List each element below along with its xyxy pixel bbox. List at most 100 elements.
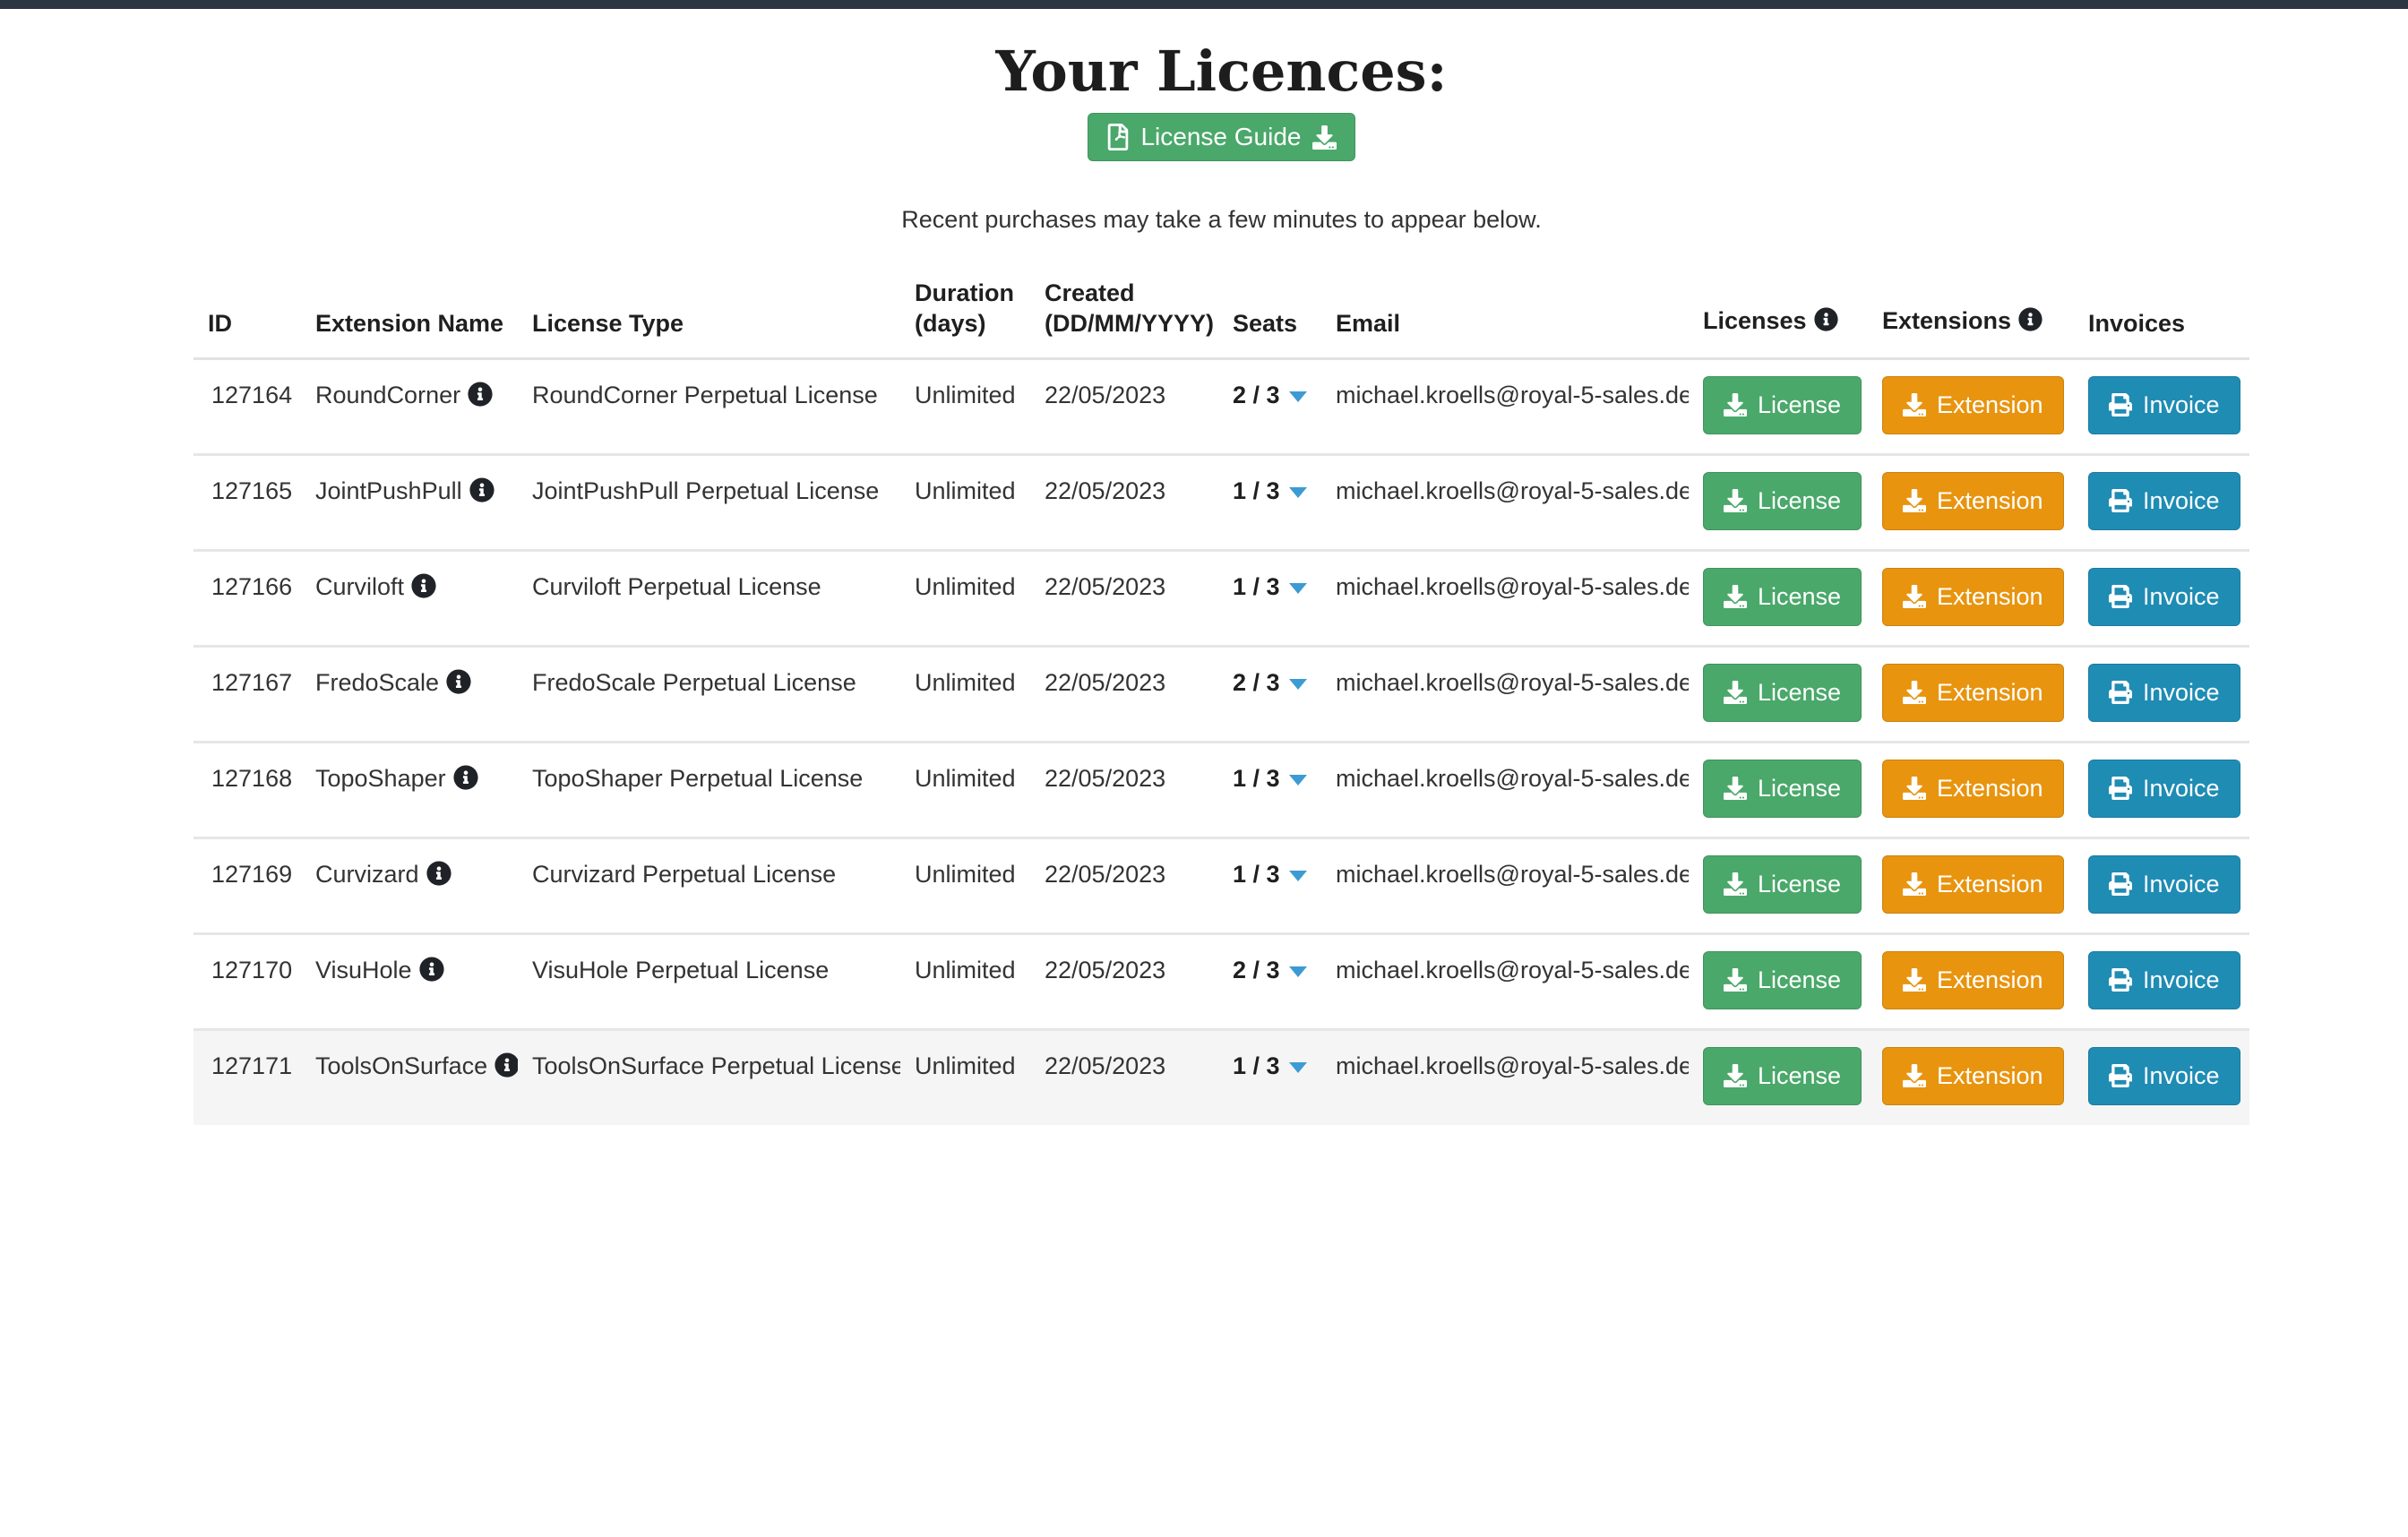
cell-email: michael.kroells@royal-5-sales.de <box>1321 548 1689 647</box>
cell-license-id: 127164 <box>211 381 293 408</box>
download-license-button[interactable]: License <box>1703 854 1862 914</box>
seats-dropdown[interactable]: 1 / 3 <box>1233 861 1307 889</box>
col-header-seats: Seats <box>1218 279 1321 360</box>
cell-extension-name: TopoShaper <box>301 740 518 838</box>
print-invoice-button[interactable]: Invoice <box>2088 854 2240 914</box>
download-license-button[interactable]: License <box>1703 663 1862 722</box>
cell-seats: 1 / 3 <box>1218 452 1321 551</box>
cell-seats: 1 / 3 <box>1218 836 1321 934</box>
download-extension-button[interactable]: Extension <box>1882 663 2064 722</box>
download-extension-button[interactable]: Extension <box>1882 471 2064 530</box>
info-icon[interactable] <box>2018 310 2042 337</box>
print-invoice-button[interactable]: Invoice <box>2088 950 2240 1009</box>
download-extension-button[interactable]: Extension <box>1882 950 2064 1009</box>
seats-dropdown[interactable]: 2 / 3 <box>1233 957 1307 984</box>
seats-dropdown[interactable]: 1 / 3 <box>1233 477 1307 505</box>
seats-dropdown[interactable]: 1 / 3 <box>1233 1052 1307 1080</box>
info-icon[interactable] <box>494 1052 518 1078</box>
invoice-button-label: Invoice <box>2143 1061 2220 1089</box>
caret-down-icon <box>1288 679 1307 691</box>
col-header-id: ID <box>194 279 301 360</box>
cell-email: michael.kroells@royal-5-sales.de <box>1321 1027 1689 1126</box>
seats-dropdown[interactable]: 1 / 3 <box>1233 573 1307 601</box>
cell-extension-name: VisuHole <box>301 932 518 1030</box>
info-icon[interactable] <box>1814 310 1838 337</box>
cell-extension-action: Extension <box>1868 548 2074 647</box>
download-license-button[interactable]: License <box>1703 1046 1862 1105</box>
info-icon[interactable] <box>426 861 452 886</box>
download-license-button[interactable]: License <box>1703 950 1862 1009</box>
cell-extension-action: Extension <box>1868 932 2074 1030</box>
seats-dropdown[interactable]: 2 / 3 <box>1233 669 1307 697</box>
cell-seats: 1 / 3 <box>1218 548 1321 647</box>
caret-down-icon <box>1288 966 1307 978</box>
license-guide-button[interactable]: License Guide <box>1088 113 1355 162</box>
download-extension-button[interactable]: Extension <box>1882 759 2064 818</box>
cell-license-type: FredoScale Perpetual License <box>518 644 900 743</box>
licenses-table: ID Extension Name License Type Duration(… <box>194 279 2249 1126</box>
cell-email: michael.kroells@royal-5-sales.de <box>1321 836 1689 934</box>
license-button-label: License <box>1758 1061 1842 1089</box>
download-icon <box>1724 777 1747 800</box>
print-icon <box>2109 489 2132 512</box>
print-icon <box>2109 1064 2132 1087</box>
cell-license-type: Curvizard Perpetual License <box>518 836 900 934</box>
pdf-file-icon <box>1106 124 1130 150</box>
info-icon[interactable] <box>453 765 478 790</box>
cell-seats: 2 / 3 <box>1218 644 1321 743</box>
caret-down-icon <box>1288 487 1307 499</box>
extension-button-label: Extension <box>1937 582 2043 610</box>
print-invoice-button[interactable]: Invoice <box>2088 375 2240 434</box>
download-extension-button[interactable]: Extension <box>1882 375 2064 434</box>
print-invoice-button[interactable]: Invoice <box>2088 471 2240 530</box>
cell-email: michael.kroells@royal-5-sales.de <box>1321 452 1689 551</box>
info-icon[interactable] <box>411 573 436 598</box>
license-button-label: License <box>1758 774 1842 802</box>
download-extension-button[interactable]: Extension <box>1882 1046 2064 1105</box>
invoice-button-label: Invoice <box>2143 870 2220 897</box>
cell-license-action: License <box>1689 1027 1868 1126</box>
seats-value: 2 / 3 <box>1233 668 1280 696</box>
cell-duration: Unlimited <box>900 932 1030 1030</box>
download-license-button[interactable]: License <box>1703 759 1862 818</box>
print-invoice-button[interactable]: Invoice <box>2088 663 2240 722</box>
download-icon <box>1903 393 1926 416</box>
cell-duration: Unlimited <box>900 1027 1030 1126</box>
cell-license-type: RoundCorner Perpetual License <box>532 381 878 408</box>
license-button-label: License <box>1758 870 1842 897</box>
extensions-header-label: Extensions <box>1882 306 2012 334</box>
download-icon <box>1724 872 1747 896</box>
download-license-button[interactable]: License <box>1703 567 1862 626</box>
download-icon <box>1903 968 1926 992</box>
cell-duration: Unlimited <box>900 740 1030 838</box>
info-icon[interactable] <box>469 477 494 502</box>
download-icon <box>1724 393 1747 416</box>
print-icon <box>2109 393 2132 416</box>
info-icon[interactable] <box>446 669 471 694</box>
print-invoice-button[interactable]: Invoice <box>2088 1046 2240 1105</box>
download-license-button[interactable]: License <box>1703 471 1862 530</box>
cell-license-action: License <box>1689 358 1868 454</box>
download-icon <box>1724 489 1747 512</box>
extension-button-label: Extension <box>1937 678 2043 706</box>
seats-dropdown[interactable]: 1 / 3 <box>1233 765 1307 793</box>
download-license-button[interactable]: License <box>1703 375 1862 434</box>
cell-extension-name: Curvizard <box>301 836 518 934</box>
extension-name-label: FredoScale <box>315 668 440 696</box>
download-extension-button[interactable]: Extension <box>1882 567 2064 626</box>
print-invoice-button[interactable]: Invoice <box>2088 567 2240 626</box>
cell-extension-action: Extension <box>1868 1027 2074 1126</box>
print-invoice-button[interactable]: Invoice <box>2088 759 2240 818</box>
seats-value: 1 / 3 <box>1233 477 1280 504</box>
info-icon[interactable] <box>468 382 493 407</box>
seats-value: 2 / 3 <box>1233 956 1280 983</box>
seats-dropdown[interactable]: 2 / 3 <box>1233 382 1307 409</box>
invoice-button-label: Invoice <box>2143 678 2220 706</box>
caret-down-icon <box>1288 391 1307 403</box>
download-icon <box>1312 125 1337 150</box>
cell-invoice-action: Invoice <box>2074 358 2249 454</box>
cell-duration: Unlimited <box>900 836 1030 934</box>
cell-invoice-action: Invoice <box>2074 932 2249 1030</box>
info-icon[interactable] <box>419 957 444 982</box>
download-extension-button[interactable]: Extension <box>1882 854 2064 914</box>
